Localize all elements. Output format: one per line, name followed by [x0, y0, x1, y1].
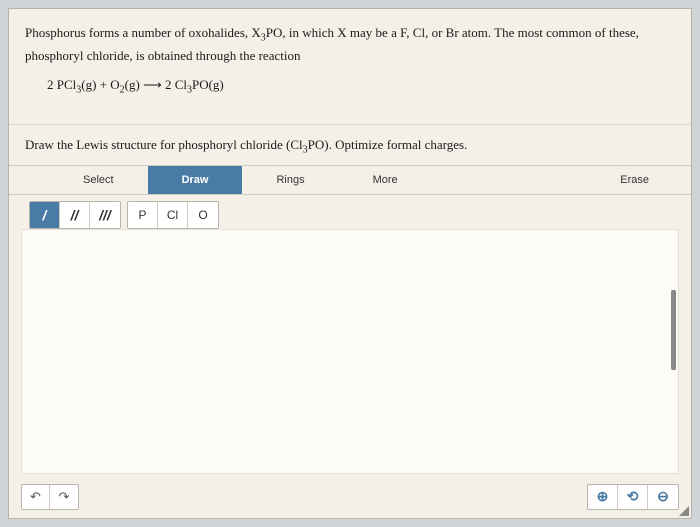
zoom-in-button[interactable]: ⊕	[588, 485, 618, 509]
tab-more[interactable]: More	[339, 166, 432, 194]
triple-bond-button[interactable]: ///	[90, 202, 120, 228]
mode-toolbar: Select Draw Rings More Erase	[9, 165, 691, 195]
undo-icon: ↶	[30, 489, 41, 505]
tab-erase[interactable]: Erase	[600, 166, 669, 194]
zoom-reset-button[interactable]: ⟲	[618, 485, 648, 509]
zoom-out-button[interactable]: ⊖	[648, 485, 678, 509]
eq-p1: 2 PCl	[47, 77, 76, 92]
undo-button[interactable]: ↶	[22, 485, 50, 509]
reaction-equation: 2 PCl3(g) + O2(g) ⟶ 2 Cl3PO(g)	[9, 71, 691, 112]
question-line1-mid: PO, in which X may be a F, Cl, or Br ato…	[266, 25, 639, 40]
zoom-group: ⊕ ⟲ ⊖	[587, 484, 679, 510]
question-text: Phosphorus forms a number of oxohalides,…	[9, 9, 691, 71]
double-bond-icon: //	[71, 207, 79, 223]
instr-post: PO). Optimize formal charges.	[308, 137, 468, 152]
atom-o-button[interactable]: O	[188, 202, 218, 228]
drawing-panel: Draw the Lewis structure for phosphoryl …	[9, 124, 691, 236]
eq-p4: PO(g)	[192, 77, 224, 92]
instr-pre: Draw the Lewis structure for phosphoryl …	[25, 137, 303, 152]
drawing-canvas[interactable]	[21, 229, 679, 474]
resize-handle-icon[interactable]	[679, 506, 689, 516]
question-page: Phosphorus forms a number of oxohalides,…	[8, 8, 692, 519]
tab-rings[interactable]: Rings	[242, 166, 338, 194]
bottom-bar: ↶ ↷ ⊕ ⟲ ⊖	[21, 484, 679, 510]
zoom-out-icon: ⊖	[657, 489, 669, 506]
atom-tool-group: P Cl O	[127, 201, 219, 229]
triple-bond-icon: ///	[99, 207, 111, 223]
question-line1-pre: Phosphorus forms a number of oxohalides,…	[25, 25, 261, 40]
single-bond-icon: /	[43, 207, 47, 223]
panel-instruction: Draw the Lewis structure for phosphoryl …	[9, 125, 691, 166]
vertical-scrollbar[interactable]	[671, 290, 676, 370]
undo-redo-group: ↶ ↷	[21, 484, 79, 510]
bond-tool-group: / // ///	[29, 201, 121, 229]
single-bond-button[interactable]: /	[30, 202, 60, 228]
redo-icon: ↷	[59, 489, 70, 505]
eq-p2: (g) + O	[81, 77, 119, 92]
tab-select[interactable]: Select	[49, 166, 148, 194]
question-line2: phosphoryl chloride, is obtained through…	[25, 48, 300, 63]
redo-button[interactable]: ↷	[50, 485, 78, 509]
tab-draw[interactable]: Draw	[148, 166, 243, 194]
atom-p-button[interactable]: P	[128, 202, 158, 228]
zoom-in-icon: ⊕	[597, 489, 609, 506]
atom-cl-button[interactable]: Cl	[158, 202, 188, 228]
zoom-reset-icon: ⟲	[627, 489, 639, 506]
double-bond-button[interactable]: //	[60, 202, 90, 228]
eq-p3: (g) ⟶ 2 Cl	[125, 77, 187, 92]
